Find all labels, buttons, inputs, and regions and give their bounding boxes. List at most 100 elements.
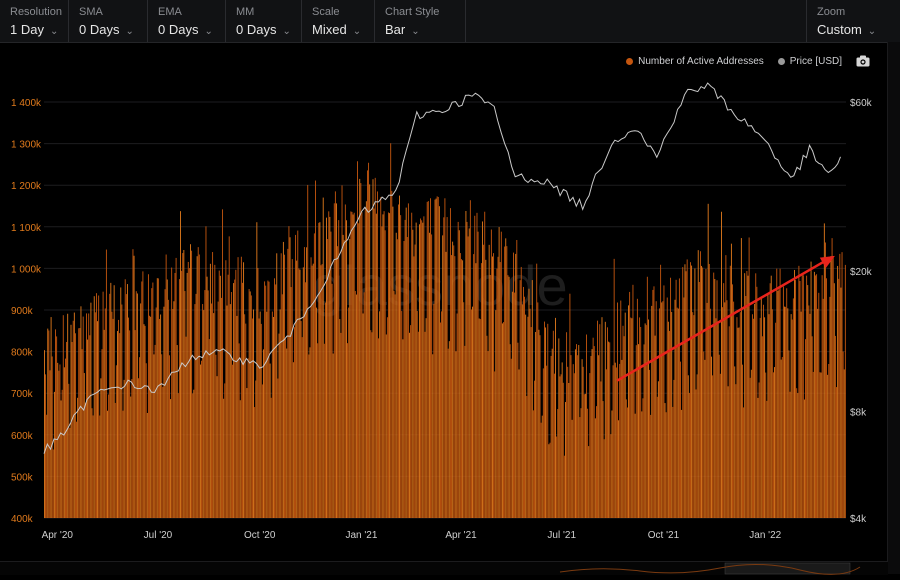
scale-dropdown[interactable]: Scale Mixed ⌄ <box>302 0 375 42</box>
active-addresses-bar <box>58 370 60 518</box>
active-addresses-bar <box>176 345 178 518</box>
active-addresses-bar <box>313 233 315 518</box>
active-addresses-bar <box>572 364 574 518</box>
active-addresses-bar <box>149 315 150 518</box>
active-addresses-bar <box>781 357 783 518</box>
active-addresses-bar <box>675 279 677 518</box>
active-addresses-bar <box>678 278 680 518</box>
active-addresses-bar <box>790 314 792 518</box>
active-addresses-bar <box>110 282 112 518</box>
active-addresses-bar <box>276 253 278 519</box>
active-addresses-bar <box>74 333 76 518</box>
active-addresses-bar <box>722 307 724 518</box>
active-addresses-bar <box>78 328 80 518</box>
active-addresses-bar <box>768 314 770 518</box>
ema-dropdown[interactable]: EMA 0 Days ⌄ <box>148 0 226 42</box>
active-addresses-bar <box>552 330 554 518</box>
x-tick-label: Apr '21 <box>445 530 477 541</box>
resolution-dropdown[interactable]: Resolution 1 Day ⌄ <box>0 0 69 42</box>
active-addresses-bar <box>640 326 642 518</box>
chart-style-dropdown[interactable]: Chart Style Bar ⌄ <box>375 0 466 42</box>
active-addresses-bar <box>442 235 444 518</box>
active-addresses-bar <box>806 275 808 518</box>
range-navigator[interactable] <box>0 561 888 575</box>
active-addresses-bar <box>77 397 79 518</box>
active-addresses-bar <box>463 302 465 518</box>
right-tick-label: $60k <box>850 98 873 109</box>
camera-icon[interactable] <box>856 55 870 67</box>
active-addresses-bar <box>535 332 537 518</box>
active-addresses-bar <box>119 333 121 518</box>
active-addresses-bar <box>683 297 685 518</box>
active-addresses-bar <box>777 290 779 518</box>
active-addresses-bar <box>639 317 641 518</box>
active-addresses-bar <box>649 369 651 518</box>
active-addresses-bar <box>452 241 454 518</box>
active-addresses-bar <box>626 407 628 518</box>
active-addresses-bar <box>701 265 702 518</box>
active-addresses-bar <box>706 302 708 518</box>
active-addresses-bar <box>144 325 146 518</box>
legend-swatch-active <box>626 57 634 65</box>
legend-item-active-addresses[interactable]: Number of Active Addresses <box>626 56 764 67</box>
active-addresses-bar <box>457 221 459 518</box>
active-addresses-bar <box>166 279 168 518</box>
active-addresses-bar <box>719 373 721 518</box>
active-addresses-bar <box>557 409 559 518</box>
zoom-dropdown[interactable]: Zoom Custom ⌄ <box>806 0 886 42</box>
active-addresses-bar <box>728 326 730 518</box>
active-addresses-bar <box>782 286 784 518</box>
active-addresses-bar <box>441 311 443 518</box>
active-addresses-bar <box>245 323 247 518</box>
active-addresses-bar <box>674 299 676 518</box>
trend-arrow-shaft <box>616 258 828 382</box>
active-addresses-bar <box>112 318 114 518</box>
active-addresses-bar <box>274 278 275 518</box>
active-addresses-bar <box>113 285 115 518</box>
active-addresses-bar <box>755 273 757 518</box>
active-addresses-bar <box>345 220 347 518</box>
active-addresses-bar <box>663 285 665 518</box>
vertical-scrollbar[interactable] <box>887 42 900 574</box>
active-addresses-bar <box>357 161 358 518</box>
active-addresses-bar <box>62 315 64 518</box>
active-addresses-bar <box>407 203 409 518</box>
active-addresses-bar <box>421 220 423 519</box>
active-addresses-bar <box>45 374 47 518</box>
active-addresses-bar <box>632 284 634 518</box>
resolution-value: 1 Day <box>10 22 44 37</box>
active-addresses-bar <box>818 292 820 518</box>
active-addresses-bar <box>405 207 407 518</box>
active-addresses-bar <box>237 257 239 518</box>
active-addresses-bar <box>288 226 290 518</box>
active-addresses-bar <box>707 203 709 518</box>
active-addresses-bar <box>315 180 316 518</box>
active-addresses-bar <box>800 311 802 518</box>
active-addresses-bar <box>544 321 545 518</box>
legend-item-price[interactable]: Price [USD] <box>777 56 842 67</box>
active-addresses-bar <box>307 184 309 518</box>
active-addresses-bar <box>291 259 293 518</box>
active-addresses-bar <box>286 348 288 518</box>
mm-dropdown[interactable]: MM 0 Days ⌄ <box>226 0 302 42</box>
active-addresses-bar <box>748 237 750 518</box>
active-addresses-bar <box>360 183 362 519</box>
active-addresses-bar <box>521 304 523 518</box>
active-addresses-bar <box>386 317 388 518</box>
active-addresses-bar <box>311 265 313 518</box>
active-addresses-bar <box>786 288 788 518</box>
active-addresses-bar <box>600 381 602 518</box>
active-addresses-bar <box>199 364 201 518</box>
active-addresses-bar <box>51 356 53 518</box>
active-addresses-bar <box>258 318 260 518</box>
active-addresses-bar <box>409 332 410 518</box>
active-addresses-bar <box>686 259 688 518</box>
active-addresses-bar <box>61 389 63 518</box>
chart-legend: Number of Active Addresses Price [USD] <box>626 55 870 67</box>
sma-dropdown[interactable]: SMA 0 Days ⌄ <box>69 0 148 42</box>
active-addresses-bar <box>131 379 133 518</box>
active-addresses-bar <box>826 278 827 518</box>
active-addresses-bar <box>518 369 520 518</box>
active-addresses-bar <box>117 331 118 518</box>
active-addresses-bar <box>709 308 711 518</box>
